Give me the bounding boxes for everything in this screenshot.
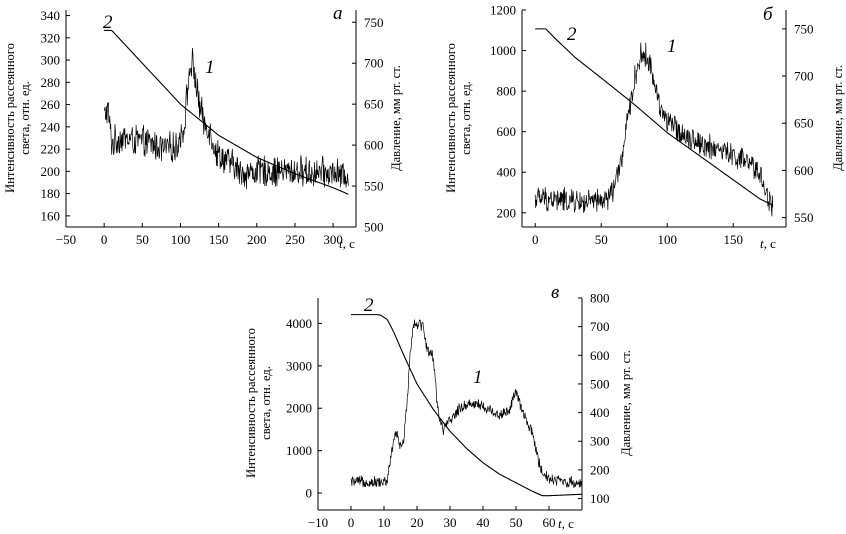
y-left-tick-label: 200 xyxy=(497,205,517,220)
y-right-tick-label: 700 xyxy=(590,319,610,334)
x-tick-label: 0 xyxy=(348,515,355,530)
x-axis-title: t, с xyxy=(760,236,776,251)
x-axis-title: t, с xyxy=(339,236,355,251)
y-right-tick-label: 300 xyxy=(590,434,610,449)
series-2-line xyxy=(351,314,583,497)
y-right-tick-label: 600 xyxy=(794,163,814,178)
panel-letter: б xyxy=(763,4,774,25)
x-tick-label: −10 xyxy=(308,515,328,530)
y-left-tick-label: 160 xyxy=(41,208,61,223)
y-left-tick-label: 1000 xyxy=(490,43,516,58)
series-1-line xyxy=(534,42,774,217)
x-tick-label: 50 xyxy=(595,232,608,247)
y-left-tick-label: 800 xyxy=(497,84,517,99)
x-tick-label: 200 xyxy=(247,232,267,247)
x-tick-label: 100 xyxy=(657,232,677,247)
y-right-tick-label: 750 xyxy=(364,15,384,30)
x-tick-label: 250 xyxy=(285,232,305,247)
x-tick-label: 20 xyxy=(411,515,424,530)
x-tick-label: 100 xyxy=(171,232,191,247)
y-left-axis-title: Интенсивность рассеянногосвета, отн. ед. xyxy=(444,43,473,193)
y-right-tick-label: 600 xyxy=(590,348,610,363)
x-tick-label: 0 xyxy=(532,232,539,247)
y-left-axis-title: Интенсивность рассеянногосвета, отн. ед. xyxy=(3,43,32,193)
y-left-tick-label: 600 xyxy=(497,124,517,139)
y-right-tick-label: 650 xyxy=(364,97,384,112)
y-right-tick-label: 550 xyxy=(364,179,384,194)
y-left-tick-label: 1000 xyxy=(286,443,312,458)
curve-label-2: 2 xyxy=(103,12,113,33)
y-left-tick-label: 400 xyxy=(497,165,517,180)
y-left-tick-label: 180 xyxy=(41,186,61,201)
y-right-tick-label: 700 xyxy=(794,69,814,84)
y-right-tick-label: 500 xyxy=(364,220,384,235)
y-left-tick-label: 220 xyxy=(41,142,61,157)
y-left-tick-label: 280 xyxy=(41,75,61,90)
panel-b: 0 50 100 150 200 400 600 800 1000 1200 550 600 650 70… xyxy=(444,3,845,252)
y-right-axis-title: Давление, мм рт. ст. xyxy=(389,65,403,171)
y-right-tick-label: 800 xyxy=(590,291,610,306)
y-right-tick-label: 650 xyxy=(794,116,814,131)
y-right-axis-title: Давление, мм рт. ст. xyxy=(831,65,845,171)
x-tick-label: 150 xyxy=(209,232,229,247)
y-left-tick-label: 3000 xyxy=(286,358,312,373)
y-right-tick-label: 750 xyxy=(794,21,814,36)
x-tick-label: 150 xyxy=(723,232,743,247)
y-left-tick-label: 1200 xyxy=(490,3,516,18)
panel-letter: в xyxy=(551,282,559,303)
x-tick-label: 60 xyxy=(543,515,556,530)
series-1-line xyxy=(350,319,583,490)
x-axis-title: t, с xyxy=(558,516,574,531)
series-2-line xyxy=(535,28,774,206)
curve-label-1: 1 xyxy=(205,57,215,78)
series-2-line xyxy=(104,29,349,195)
y-left-tick-label: 2000 xyxy=(286,401,312,416)
y-right-tick-label: 600 xyxy=(364,138,384,153)
y-right-tick-label: 400 xyxy=(590,405,610,420)
curve-label-1: 1 xyxy=(667,36,677,57)
x-tick-label: 40 xyxy=(477,515,490,530)
x-tick-label: 30 xyxy=(444,515,457,530)
curve-label-2: 2 xyxy=(567,24,577,45)
y-right-tick-label: 700 xyxy=(364,56,384,71)
x-tick-label: 10 xyxy=(378,515,391,530)
y-right-tick-label: 500 xyxy=(590,376,610,391)
curve-label-2: 2 xyxy=(364,295,374,316)
x-tick-label: 50 xyxy=(510,515,523,530)
y-left-tick-label: 340 xyxy=(41,8,61,23)
y-right-tick-label: 200 xyxy=(590,462,610,477)
y-left-tick-label: 260 xyxy=(41,97,61,112)
y-left-axis-title: Интенсивность рассеянногосвета, отн. ед. xyxy=(244,328,273,478)
y-right-tick-label: 550 xyxy=(794,210,814,225)
x-tick-label: −50 xyxy=(56,232,76,247)
x-tick-label: 300 xyxy=(323,232,343,247)
x-tick-label: 50 xyxy=(136,232,149,247)
y-right-tick-label: 100 xyxy=(590,491,610,506)
x-tick-label: 0 xyxy=(101,232,108,247)
y-left-tick-label: 300 xyxy=(41,53,61,68)
series-1-line xyxy=(103,47,349,190)
y-left-tick-label: 200 xyxy=(41,164,61,179)
y-left-tick-label: 4000 xyxy=(286,316,312,331)
panel-a: −50 0 50 100 150 200 250 300 160 180 200 220 240 260 2… xyxy=(3,3,403,251)
y-left-tick-label: 240 xyxy=(41,119,61,134)
curve-label-1: 1 xyxy=(473,367,483,388)
panel-c: −10 0 10 20 30 40 50 60010002000300040001002003… xyxy=(244,282,633,531)
y-left-tick-label: 320 xyxy=(41,30,61,45)
y-left-tick-label: 0 xyxy=(306,486,313,501)
panel-letter: а xyxy=(333,3,343,24)
y-right-axis-title: Давление, мм рт. ст. xyxy=(619,350,633,456)
